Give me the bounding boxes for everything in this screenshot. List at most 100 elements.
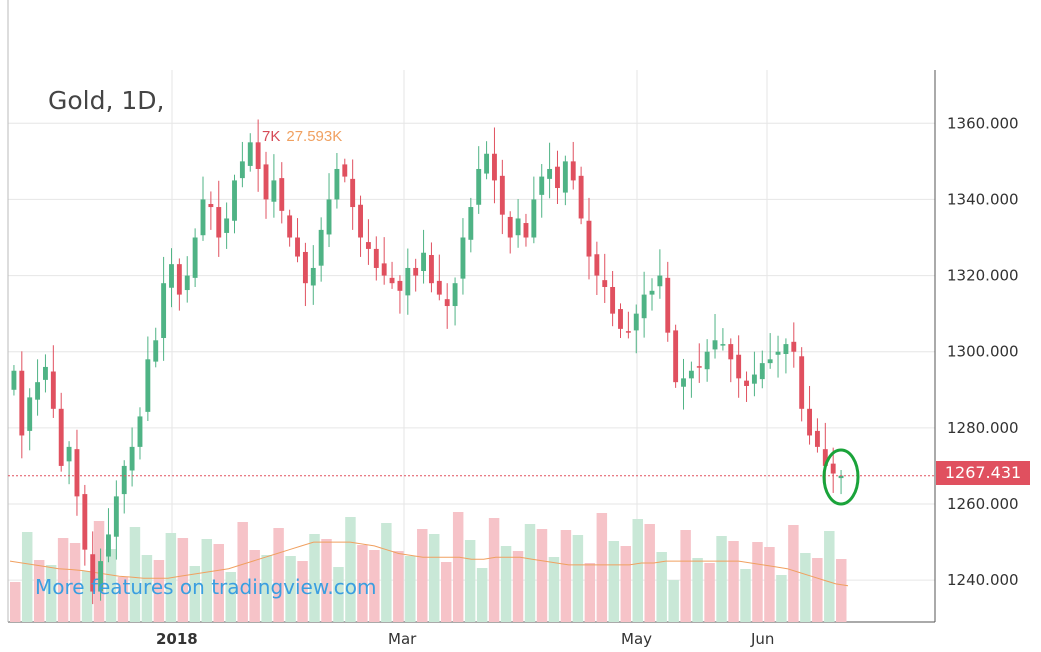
volume-bar	[225, 572, 236, 622]
candle-body	[547, 168, 553, 179]
y-tick-label: 1320.000	[947, 267, 1019, 285]
tradingview-link[interactable]: More features on tradingview.com	[35, 575, 377, 599]
y-tick-label: 1360.000	[947, 114, 1019, 132]
volume-bar	[189, 566, 201, 622]
candle-body	[326, 199, 332, 235]
candle-body	[200, 199, 206, 236]
candle-body	[310, 267, 316, 286]
volume-value-b: 27.593K	[286, 128, 343, 145]
candle-body	[807, 408, 812, 436]
candle-body	[720, 344, 726, 346]
candle-body	[365, 242, 371, 249]
volume-bar	[548, 557, 560, 622]
candle-body	[696, 366, 702, 368]
candle-body	[436, 280, 442, 295]
volume-bar	[117, 577, 129, 622]
volume-bar	[452, 512, 464, 622]
candle-body	[74, 449, 80, 497]
candle-body	[279, 178, 285, 211]
candle-body	[58, 408, 64, 466]
candle-body	[302, 251, 308, 284]
candle-body	[736, 354, 742, 379]
candle-body	[618, 309, 623, 329]
volume-bar	[177, 538, 189, 622]
volume-bar	[620, 546, 632, 622]
volume-bar	[788, 525, 799, 622]
candle-body	[665, 277, 671, 333]
volume-bar	[764, 547, 775, 622]
volume-bar	[476, 568, 488, 622]
volume-bar	[405, 556, 416, 622]
volume-ma-line	[9, 541, 849, 587]
candle-body	[578, 175, 584, 219]
volume-bar	[153, 560, 165, 622]
volume-bar	[261, 555, 272, 622]
candle-body	[681, 378, 686, 387]
candle-body	[791, 341, 797, 352]
candle-body	[649, 290, 655, 295]
candle-body	[515, 218, 521, 236]
y-tick-label: 1260.000	[947, 495, 1019, 513]
candle-body	[113, 496, 119, 537]
candle-body	[452, 283, 458, 307]
volume-bar	[608, 541, 620, 622]
candle-body	[50, 371, 56, 409]
highlight-circle	[822, 448, 860, 506]
volume-bar	[237, 522, 248, 622]
candle-body	[775, 351, 781, 355]
candle-body	[838, 475, 844, 479]
candle-body	[444, 299, 450, 307]
candle-body	[783, 344, 789, 354]
candle-body	[759, 363, 765, 380]
candle-body	[287, 215, 293, 238]
candle-body	[421, 252, 427, 272]
candle-body	[176, 264, 182, 295]
candle-body	[239, 161, 245, 179]
candle-body	[389, 277, 395, 284]
volume-bar	[500, 546, 512, 622]
volume-bar	[33, 560, 45, 622]
volume-bar	[824, 531, 835, 622]
volume-bar	[105, 549, 117, 622]
volume-bar	[644, 524, 655, 622]
volume-bar	[572, 535, 584, 622]
volume-bar	[333, 567, 344, 622]
volume-bar	[393, 551, 404, 622]
volume-value-a: 7K	[262, 128, 281, 145]
candle-body	[295, 237, 300, 257]
volume-bar	[321, 539, 332, 622]
candle-body	[397, 280, 403, 291]
y-tick-label: 1280.000	[947, 419, 1019, 437]
candle-body	[11, 370, 17, 390]
x-tick-label: Jun	[750, 630, 774, 648]
candle-body	[35, 382, 41, 400]
candle-body	[184, 275, 190, 291]
candle-body	[358, 204, 363, 238]
volume-bar	[632, 519, 643, 622]
candle-body	[19, 370, 25, 436]
candle-body	[657, 275, 663, 287]
candle-body	[381, 263, 387, 276]
candle-body	[350, 178, 356, 208]
candle-body	[704, 351, 710, 370]
volume-bar	[369, 550, 380, 622]
candle-body	[799, 356, 805, 409]
volume-bar	[10, 582, 21, 622]
candle-body	[43, 366, 48, 380]
volume-bar	[656, 552, 667, 622]
candle-body	[334, 168, 340, 200]
candle-body	[263, 164, 269, 200]
candle-body	[814, 430, 820, 447]
candle-body	[586, 220, 592, 257]
candle-body	[688, 370, 694, 379]
candle-body	[822, 449, 828, 466]
candle-body	[129, 446, 135, 471]
volume-bar	[668, 580, 679, 622]
candle-body	[428, 255, 434, 284]
volume-bar	[800, 553, 811, 622]
candle-body	[610, 286, 616, 314]
candle-body	[98, 561, 104, 592]
volume-bar	[249, 550, 260, 622]
candle-body	[728, 344, 734, 360]
